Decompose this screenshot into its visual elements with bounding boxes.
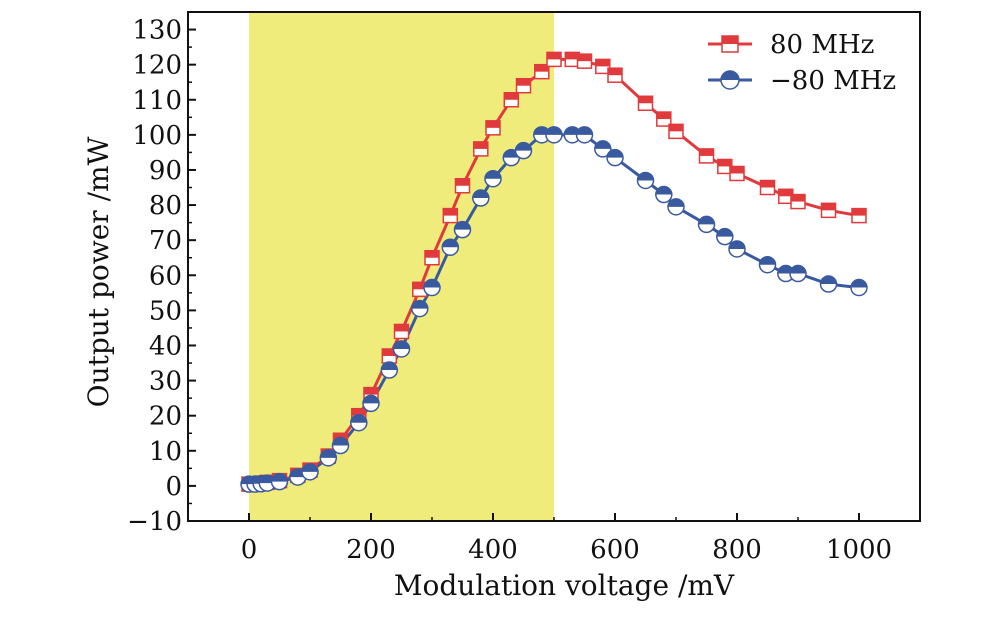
legend-label-neg80mhz: −80 MHz (770, 66, 896, 96)
y-tick-label: 90 (149, 156, 182, 186)
data-point (472, 189, 490, 207)
data-point (637, 95, 654, 112)
data-point (270, 472, 289, 491)
data-point (656, 111, 672, 127)
data-point (319, 449, 338, 467)
y-tick-label: 130 (132, 16, 182, 46)
data-point (411, 299, 429, 318)
data-point (729, 165, 745, 182)
data-point (758, 255, 777, 274)
data-point (698, 148, 715, 164)
data-point (380, 361, 399, 379)
data-point (668, 123, 684, 140)
data-point (851, 207, 867, 224)
y-tick-label: 40 (149, 331, 182, 361)
data-point (606, 148, 624, 167)
y-tick-label: 120 (132, 51, 182, 81)
y-tick-label: 110 (132, 86, 182, 116)
data-point (759, 179, 776, 196)
x-tick-label: 400 (468, 535, 518, 565)
data-point (607, 67, 623, 83)
series-layer (240, 51, 868, 493)
data-point (545, 126, 563, 144)
data-point (636, 171, 655, 190)
data-point (423, 278, 441, 297)
data-point (362, 394, 380, 413)
data-point (514, 141, 533, 160)
legend-marker-80mhz (721, 35, 739, 53)
data-point (484, 169, 502, 188)
data-point (850, 278, 868, 297)
ticks-layer: 0 200 400 600 800 1000 −10 0 10 20 30 40 50 60 70 80 90 1… (127, 16, 892, 565)
x-tick-label: 1000 (826, 535, 892, 565)
data-point (667, 198, 685, 216)
data-point (441, 238, 460, 256)
data-point (392, 340, 411, 358)
y-axis-title: Output power /mW (82, 136, 115, 407)
data-point (350, 413, 368, 432)
data-point (777, 264, 795, 283)
data-point (716, 227, 734, 246)
data-point (789, 264, 807, 283)
data-point (442, 207, 459, 224)
shaded-region (249, 12, 554, 521)
data-point (595, 58, 611, 75)
y-tick-label: −10 (127, 507, 182, 537)
data-point (485, 120, 501, 136)
legend: 80 MHz −80 MHz (708, 30, 896, 96)
data-point (594, 140, 612, 158)
x-tick-label: 200 (346, 535, 396, 565)
legend-marker-neg80mhz (720, 70, 740, 90)
data-point (454, 178, 471, 194)
x-axis-title: Modulation voltage /mV (394, 569, 735, 602)
data-point (728, 240, 746, 258)
data-point (790, 193, 806, 210)
y-tick-label: 0 (165, 472, 182, 502)
y-tick-label: 100 (132, 121, 182, 151)
legend-label-80mhz: 80 MHz (770, 30, 874, 60)
y-tick-label: 60 (149, 261, 182, 291)
data-point (515, 77, 532, 94)
data-point (697, 215, 716, 234)
x-tick-label: 600 (590, 535, 640, 565)
x-tick-label: 800 (712, 535, 762, 565)
y-tick-label: 80 (149, 191, 182, 221)
data-point (301, 463, 319, 481)
data-point (546, 51, 562, 68)
data-point (534, 63, 550, 80)
data-point (453, 220, 472, 239)
y-tick-label: 30 (149, 367, 182, 397)
data-point (576, 53, 593, 69)
y-tick-label: 20 (149, 402, 182, 432)
data-point (820, 202, 837, 219)
data-point (575, 126, 594, 144)
y-tick-label: 70 (149, 226, 182, 256)
y-tick-label: 50 (149, 296, 182, 326)
data-point (503, 92, 520, 108)
data-point (473, 141, 489, 157)
data-point (331, 436, 350, 455)
y-tick-label: 10 (149, 437, 182, 467)
data-point (393, 323, 410, 340)
data-point (655, 185, 673, 204)
data-point (819, 275, 838, 293)
x-tick-label: 0 (241, 535, 258, 565)
data-point (424, 249, 440, 266)
